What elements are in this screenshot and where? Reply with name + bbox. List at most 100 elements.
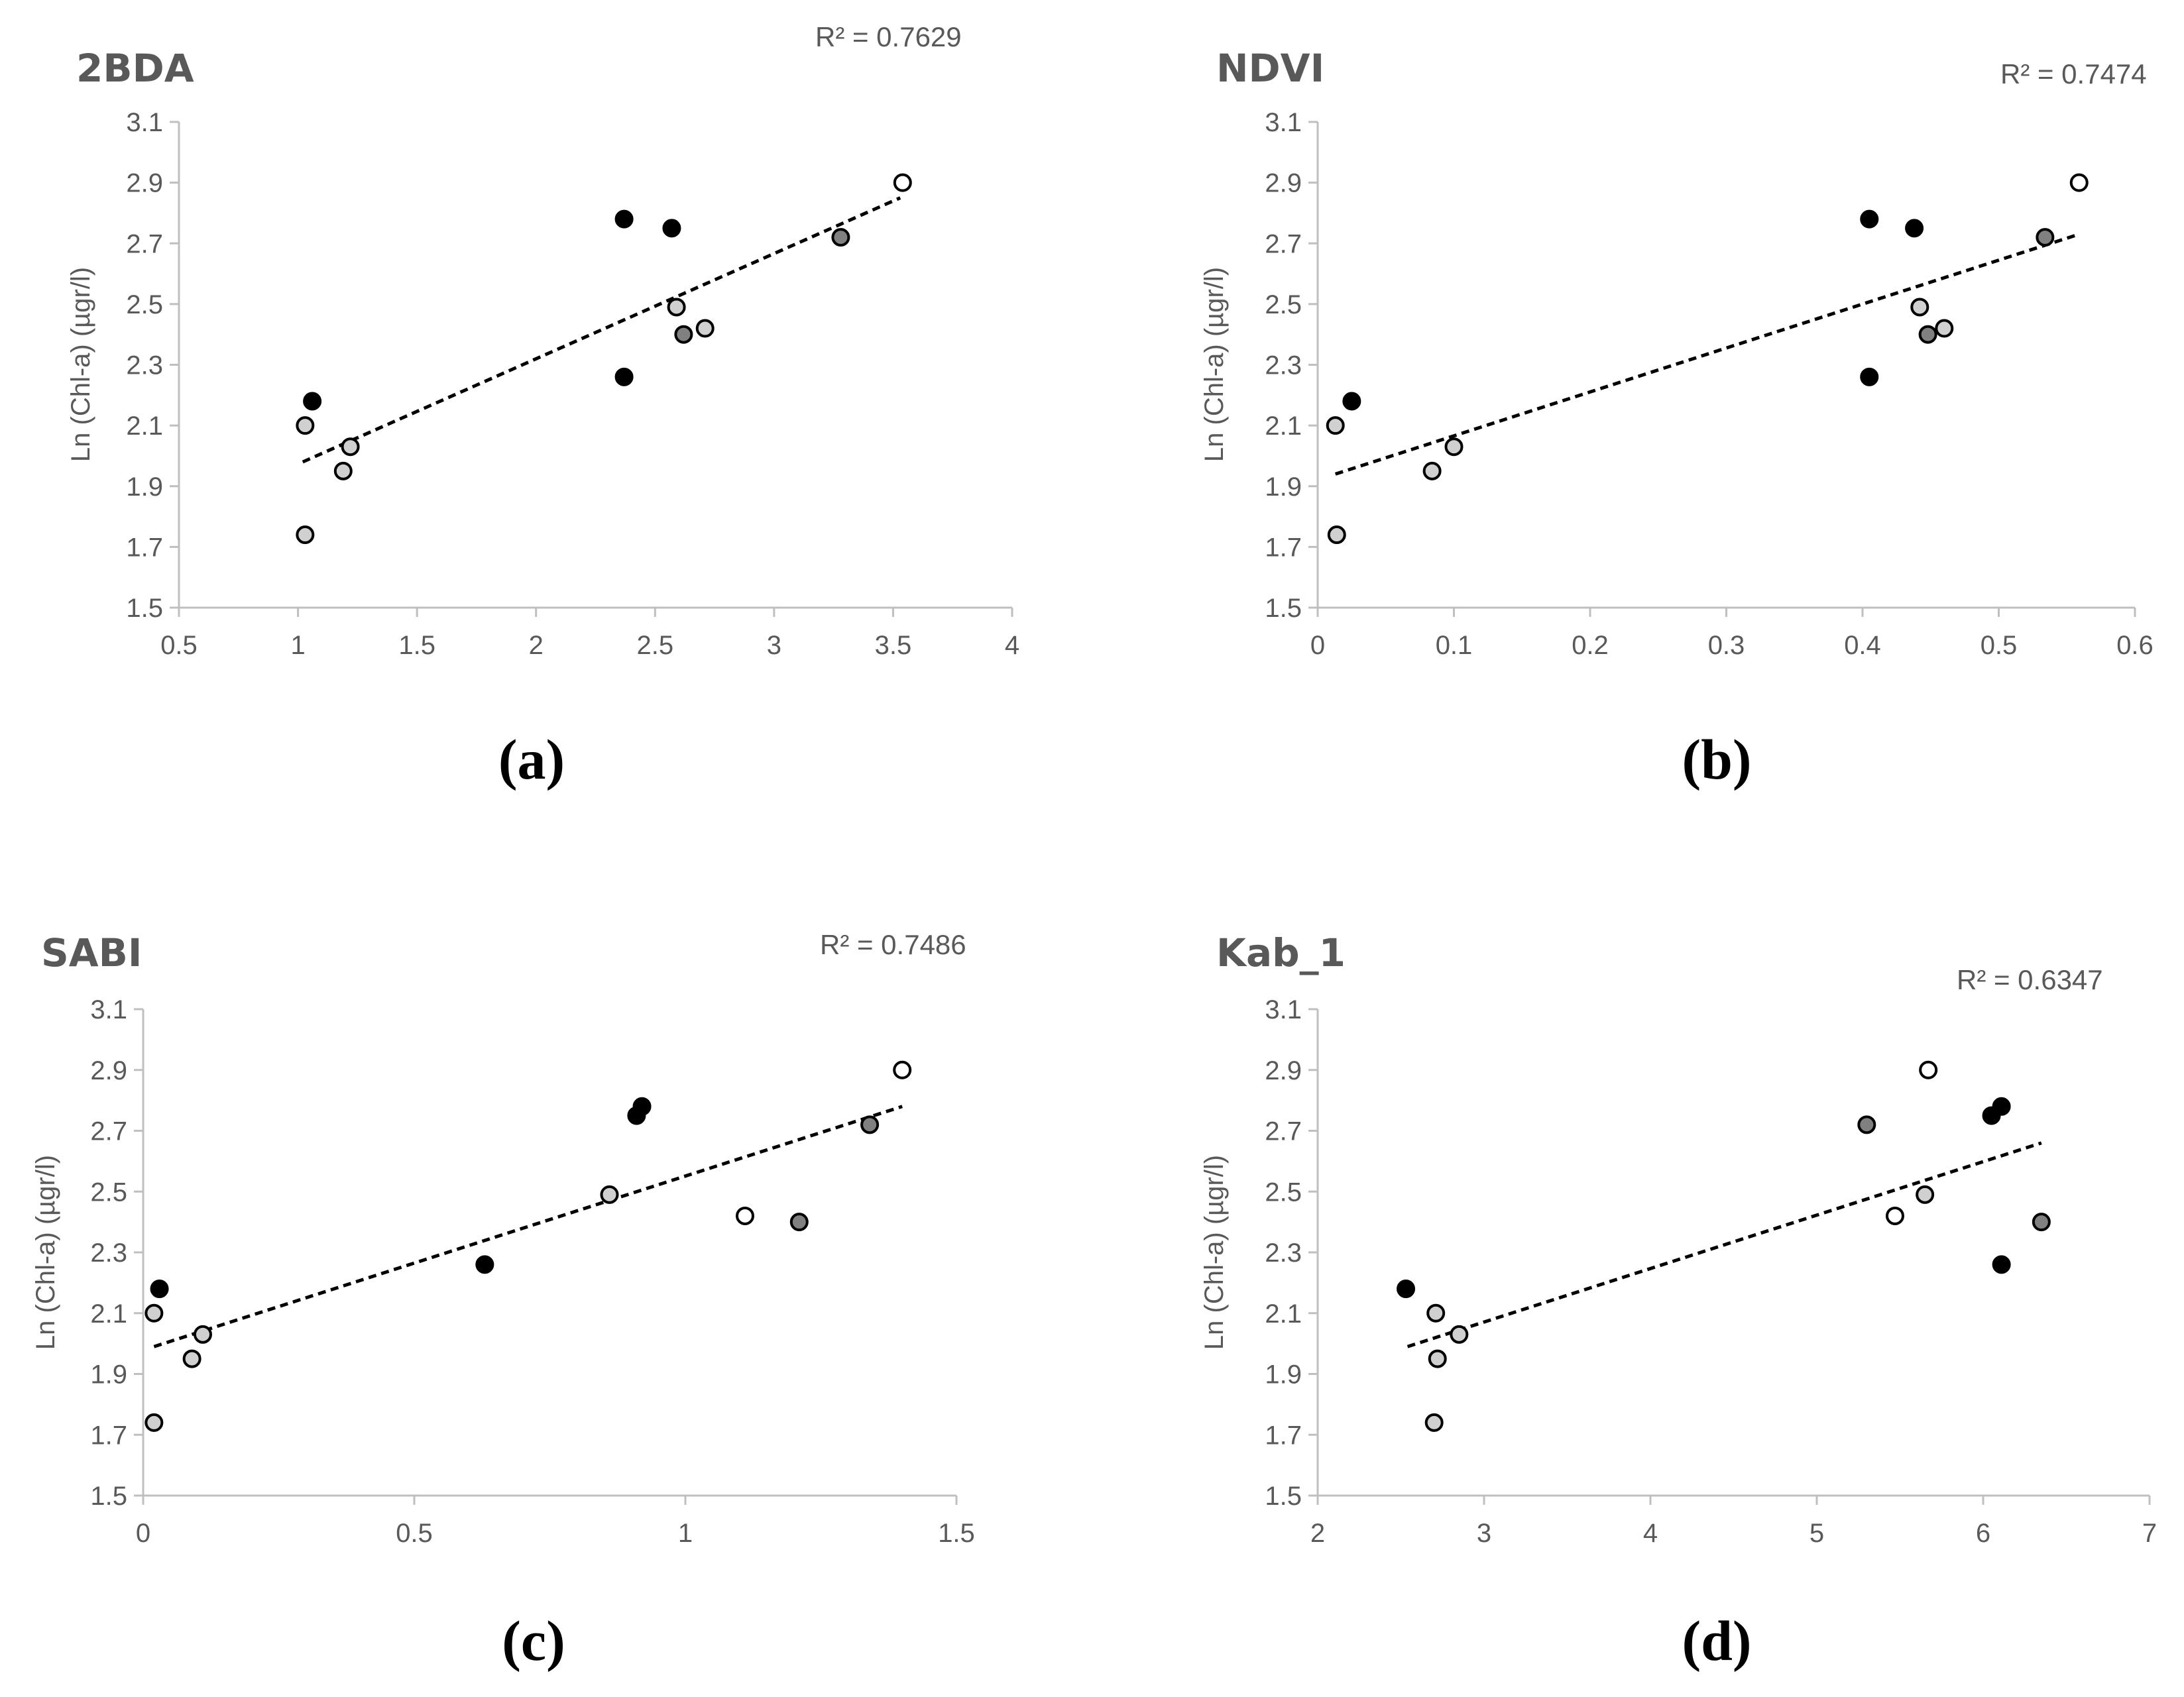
y-tick-label: 2.5: [126, 290, 163, 319]
y-tick-label: 1.9: [1265, 1360, 1302, 1390]
x-tick-label: 0.6: [2116, 631, 2154, 660]
y-tick-label: 1.5: [90, 1482, 127, 1511]
chart-panel-2: 1.5 1.7 1.9 2.1 2.3 2.5 2.7 2.9 3.1 0 0.1 0.2 0.3 0.4…: [1200, 46, 2154, 791]
y-tick-label: 2.3: [1265, 1238, 1302, 1268]
trendline: [1407, 1141, 2042, 1348]
y-tick-label: 2.7: [1265, 229, 1302, 258]
y-tick-label: 3.1: [90, 995, 127, 1024]
y-tick-label: 1.9: [1265, 472, 1302, 502]
x-tick-label: 2: [529, 631, 544, 660]
data-point-gray: [860, 1115, 880, 1134]
x-tick-label: 4: [1643, 1519, 1658, 1548]
x-tick-label: 0.2: [1572, 631, 1609, 660]
data-point-black: [627, 1106, 646, 1125]
data-point-light: [144, 1413, 164, 1432]
y-tick-label: 2.5: [90, 1177, 127, 1207]
data-point-white: [735, 1206, 754, 1225]
data-point-black: [1905, 219, 1924, 238]
y-tick-label: 2.5: [1265, 1177, 1302, 1207]
chart-panel-1: 1.5 1.7 1.9 2.1 2.3 2.5 2.7 2.9 3.1 0.5 1 1.5 2 2.5 3 3…: [66, 21, 1019, 791]
y-tick-label: 2.1: [1265, 411, 1302, 441]
data-point-light: [1916, 1185, 1935, 1204]
data-point-light: [1426, 1303, 1446, 1323]
y-tick-label: 1.7: [1265, 533, 1302, 562]
data-point-light: [1935, 319, 1954, 338]
x-tick-label: 1.5: [938, 1519, 975, 1548]
x-tick-label: 0: [136, 1519, 150, 1548]
y-tick-label: 3.1: [1265, 995, 1302, 1024]
data-point-light: [182, 1349, 201, 1368]
x-tick-label: 3: [767, 631, 781, 660]
chart-panel-3: 1.5 1.7 1.9 2.1 2.3 2.5 2.7 2.9 3.1 0 0.5 1 1.5 Ln (C…: [31, 929, 975, 1672]
data-point-light: [1424, 1413, 1444, 1432]
data-point-gray: [674, 325, 693, 344]
y-tick-label: 2.1: [90, 1299, 127, 1329]
data-point-gray: [831, 228, 850, 247]
y-tick-label: 2.3: [126, 351, 163, 380]
y-tick-label: 1.7: [126, 533, 163, 562]
data-point-light: [296, 525, 315, 545]
x-tick-label: 0.4: [1844, 631, 1881, 660]
r-squared-label: R² = 0.7474: [2000, 58, 2147, 89]
data-point-light: [341, 437, 360, 457]
data-point-white: [1885, 1206, 1904, 1225]
panel-title: Kab_1: [1216, 930, 1346, 975]
data-point-black: [303, 392, 322, 411]
y-tick-label: 2.9: [126, 169, 163, 198]
x-tick-label: 7: [2142, 1519, 2157, 1548]
y-tick-label: 2.9: [90, 1056, 127, 1085]
data-point-black: [1342, 392, 1361, 411]
data-point-black: [1982, 1106, 2001, 1125]
y-tick-label: 1.7: [90, 1421, 127, 1450]
data-point-light: [1326, 416, 1345, 435]
y-axis-label: Ln (Chl-a) (µgr/l): [1200, 1155, 1229, 1350]
data-point-light: [1327, 525, 1346, 545]
panel-title: SABI: [41, 930, 142, 975]
y-axis-label: Ln (Chl-a) (µgr/l): [1200, 267, 1229, 462]
y-tick-label: 1.5: [126, 594, 163, 623]
data-point-light: [296, 416, 315, 435]
y-axis-label: Ln (Chl-a) (µgr/l): [31, 1155, 60, 1350]
x-tick-label: 0.5: [1981, 631, 2018, 660]
data-point-black: [662, 219, 681, 238]
data-point-white: [893, 173, 912, 192]
y-tick-label: 1.7: [1265, 1421, 1302, 1450]
x-tick-label: 6: [1976, 1519, 1990, 1548]
data-point-black: [614, 367, 634, 386]
data-point-light: [193, 1325, 212, 1344]
x-tick-label: 3.5: [875, 631, 912, 660]
y-tick-label: 2.9: [1265, 169, 1302, 198]
y-tick-label: 3.1: [126, 108, 163, 137]
x-tick-label: 1.5: [398, 631, 435, 660]
x-tick-label: 4: [1005, 631, 1019, 660]
data-point-light: [695, 319, 715, 338]
y-tick-label: 1.5: [1265, 594, 1302, 623]
panel-caption: (d): [1682, 1609, 1751, 1672]
y-tick-label: 3.1: [1265, 108, 1302, 137]
y-tick-label: 2.5: [1265, 290, 1302, 319]
data-point-white: [1919, 1060, 1938, 1079]
r-squared-label: R² = 0.6347: [1957, 964, 2103, 995]
data-point-gray: [2036, 228, 2055, 247]
data-point-black: [1860, 367, 1879, 386]
data-point-light: [144, 1303, 164, 1323]
y-tick-label: 1.9: [126, 472, 163, 502]
trendline: [1334, 233, 2080, 476]
y-tick-label: 2.7: [1265, 1117, 1302, 1146]
trendline: [153, 1105, 903, 1348]
y-tick-label: 1.9: [90, 1360, 127, 1390]
data-point-gray: [2032, 1213, 2051, 1232]
y-tick-label: 2.9: [1265, 1056, 1302, 1085]
x-tick-label: 5: [1810, 1519, 1824, 1548]
x-tick-label: 1: [290, 631, 305, 660]
panel-caption: (b): [1682, 728, 1751, 791]
x-tick-label: 2: [1310, 1519, 1325, 1548]
x-tick-label: 3: [1477, 1519, 1491, 1548]
data-point-light: [1450, 1325, 1469, 1344]
data-point-gray: [1857, 1115, 1876, 1134]
data-point-black: [1397, 1280, 1416, 1299]
data-point-black: [614, 209, 634, 229]
panel-title: NDVI: [1216, 46, 1324, 91]
y-tick-label: 2.1: [126, 411, 163, 441]
